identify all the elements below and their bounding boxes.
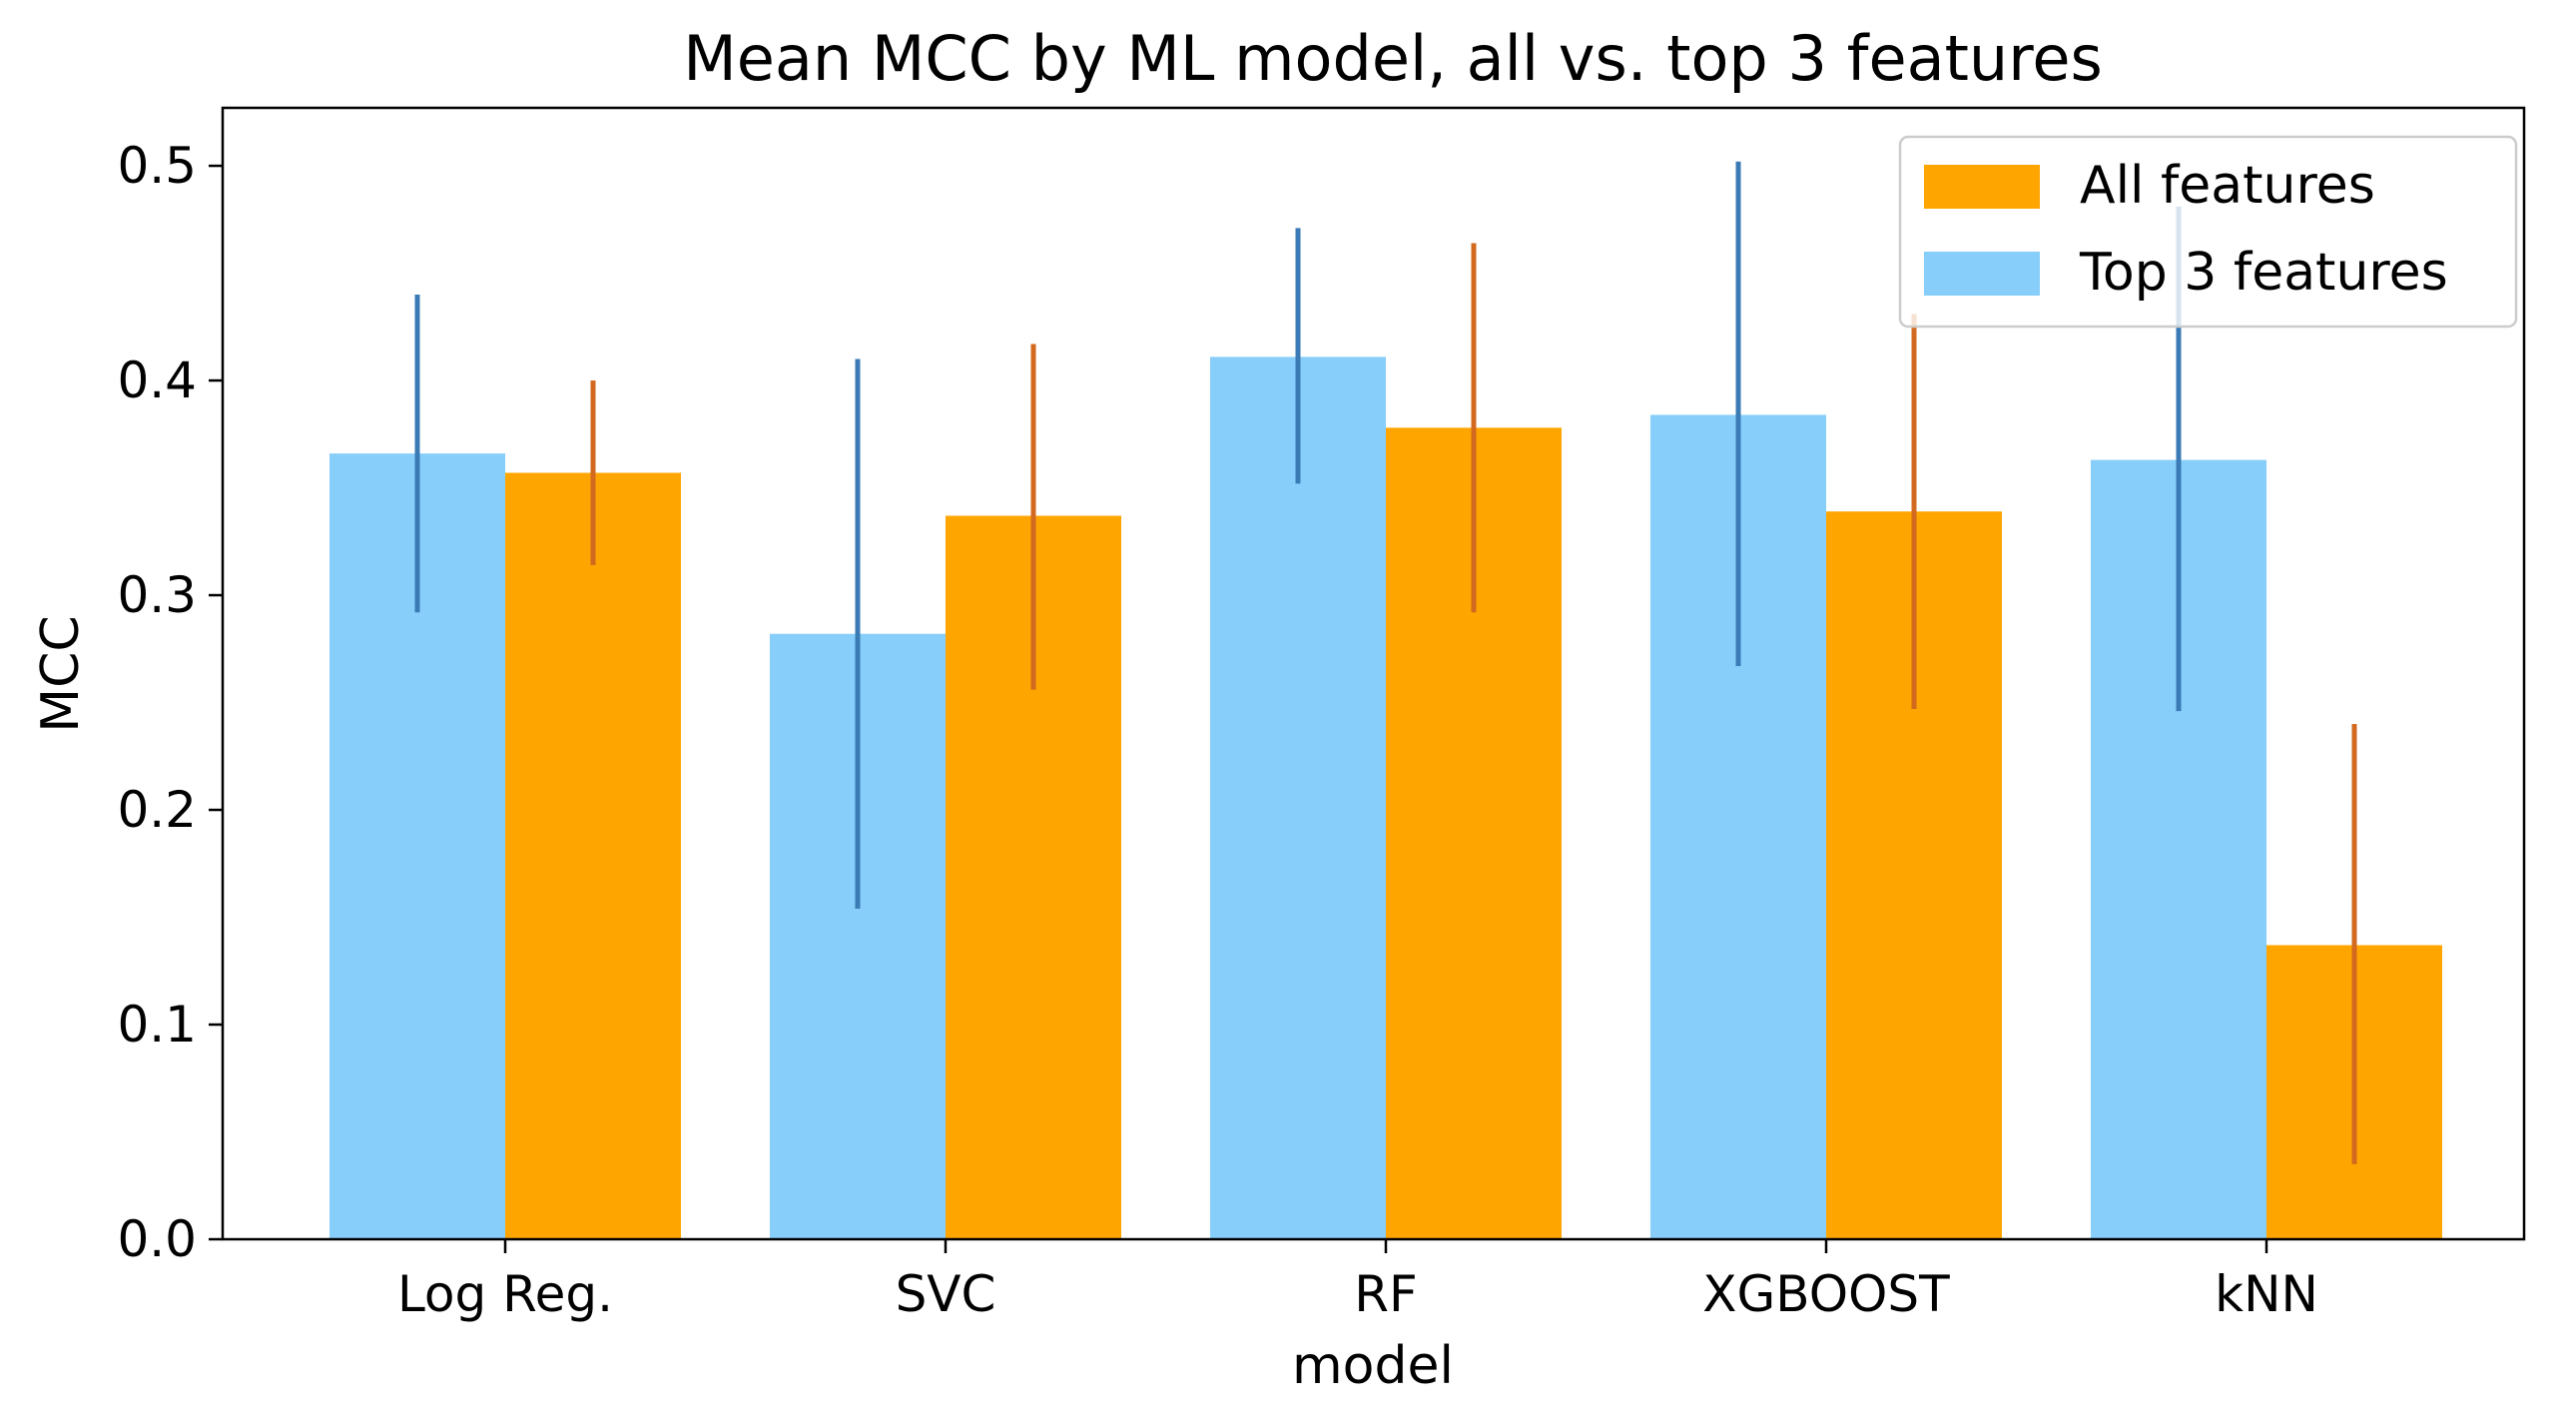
- x-axis-label: model: [1292, 1336, 1454, 1396]
- legend-swatch: [1924, 165, 2040, 209]
- bars-layer: [329, 357, 2442, 1240]
- y-tick-label: 0.0: [117, 1210, 197, 1268]
- y-axis: 0.0 0.1 0.2 0.3 0.4 0.5: [117, 137, 223, 1268]
- legend-swatch: [1924, 252, 2040, 296]
- y-tick-label: 0.5: [117, 137, 197, 195]
- chart-title: Mean MCC by ML model, all vs. top 3 feat…: [683, 22, 2103, 95]
- y-tick-label: 0.1: [117, 996, 197, 1054]
- y-tick-label: 0.3: [117, 566, 197, 624]
- x-tick-label: RF: [1354, 1265, 1418, 1323]
- y-tick-label: 0.4: [117, 352, 197, 409]
- plot-frame: [221, 106, 2526, 1241]
- legend-box: [1898, 135, 2518, 329]
- bar-top3-rf: [1210, 357, 1386, 1239]
- legend: All features Top 3 features: [1898, 135, 2518, 329]
- bar-all-log-reg-: [505, 472, 681, 1239]
- x-tick-label: Log Reg.: [397, 1265, 613, 1323]
- x-tick-label: SVC: [896, 1265, 996, 1323]
- legend-label: All features: [2080, 156, 2375, 216]
- x-tick-label: kNN: [2215, 1265, 2318, 1323]
- x-axis: Log Reg. SVC RF XGBOOST kNN: [397, 1239, 2318, 1323]
- error-bars-layer: [414, 161, 2357, 1164]
- x-tick-label: XGBOOST: [1702, 1265, 1950, 1323]
- y-tick-label: 0.2: [117, 781, 197, 839]
- y-axis-label: MCC: [31, 615, 91, 732]
- legend-label: Top 3 features: [2079, 243, 2448, 303]
